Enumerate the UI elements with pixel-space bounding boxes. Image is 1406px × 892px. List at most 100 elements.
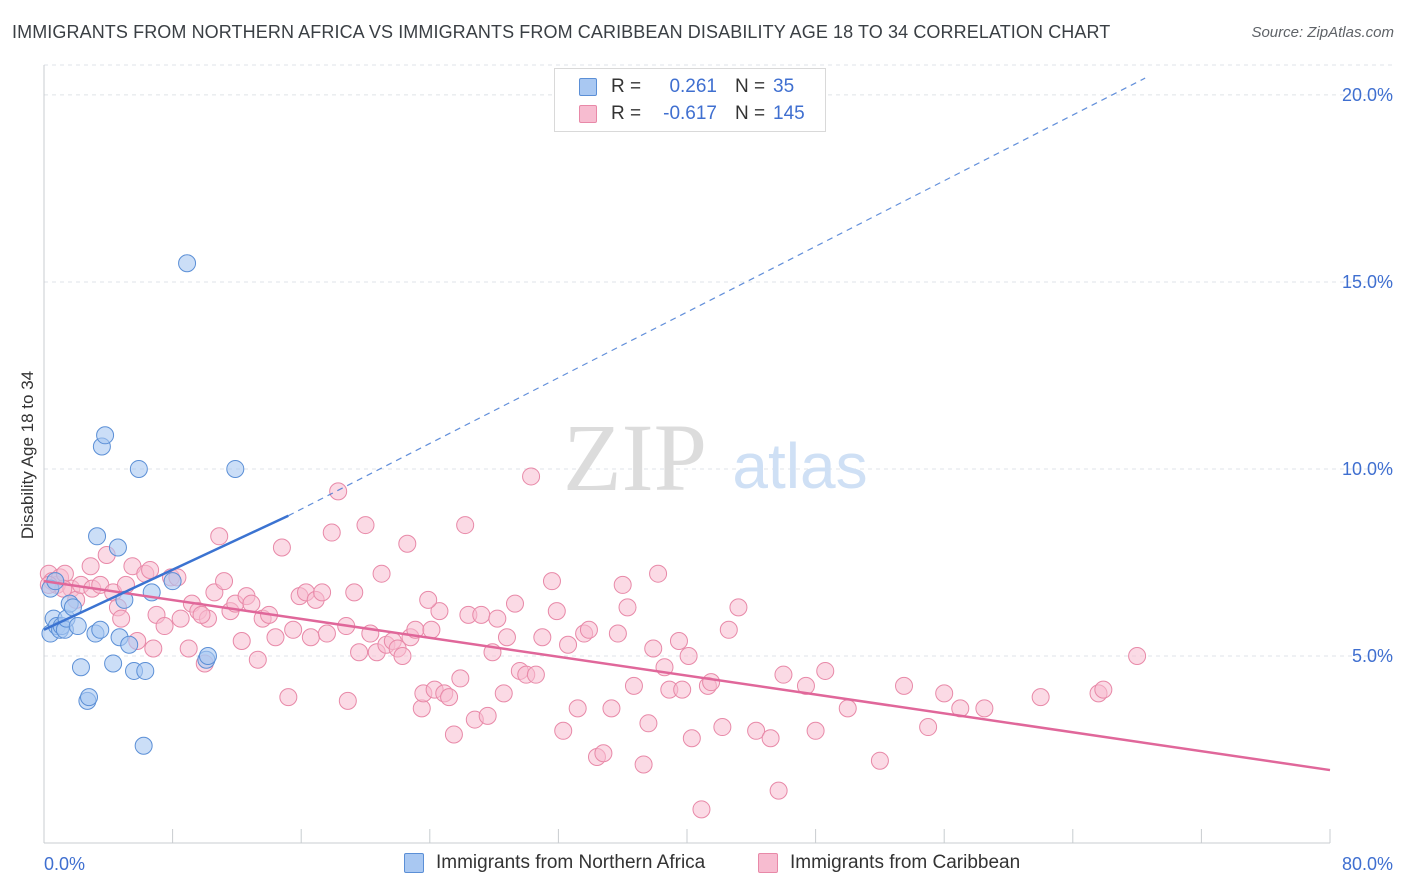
caribbean-point [215, 572, 234, 591]
caribbean-point [729, 598, 748, 617]
northern-africa-trend-extension [288, 77, 1146, 517]
caribbean-point [673, 680, 692, 699]
caribbean-point [919, 718, 938, 737]
northern-africa-point [129, 459, 148, 478]
caribbean-point [747, 721, 766, 740]
northern-africa-point [96, 426, 115, 445]
caribbean-point [372, 564, 391, 583]
caribbean-point [155, 617, 174, 636]
caribbean-point [266, 628, 285, 647]
watermark-zip: ZIP [563, 404, 707, 511]
legend-r-value: -0.617 [663, 103, 717, 124]
caribbean-point [356, 516, 375, 535]
caribbean-point [870, 751, 889, 770]
y-tick-label: 10.0% [1342, 459, 1393, 479]
blue-swatch-icon [404, 853, 424, 873]
caribbean-point [816, 661, 835, 680]
legend-n-value: 145 [773, 103, 805, 124]
northern-africa-point [88, 527, 107, 546]
caribbean-point [602, 699, 621, 718]
caribbean-point [522, 467, 541, 486]
northern-africa-point [71, 658, 90, 677]
legend-n-label: N = [735, 103, 766, 124]
caribbean-point [317, 624, 336, 643]
chart-title: IMMIGRANTS FROM NORTHERN AFRICA VS IMMIG… [12, 22, 1111, 42]
caribbean-point [398, 534, 417, 553]
caribbean-point [279, 688, 298, 707]
caribbean-point [682, 729, 701, 748]
caribbean-point [422, 620, 441, 639]
caribbean-point [669, 632, 688, 651]
caribbean-point [478, 706, 497, 725]
caribbean-point [497, 628, 516, 647]
caribbean-point [624, 676, 643, 695]
caribbean-point [440, 688, 459, 707]
caribbean-point [719, 620, 738, 639]
caribbean-point [1128, 646, 1147, 665]
pink-swatch-icon [758, 853, 778, 873]
northern-africa-point [136, 661, 155, 680]
caribbean-point [419, 590, 438, 609]
caribbean-point [248, 650, 267, 669]
caribbean-point [761, 729, 780, 748]
caribbean-point [713, 718, 732, 737]
caribbean-point [702, 673, 721, 692]
caribbean-point [1031, 688, 1050, 707]
northern-africa-point [134, 736, 153, 755]
caribbean-point [806, 721, 825, 740]
caribbean-points [39, 467, 1147, 819]
caribbean-point [451, 669, 470, 688]
caribbean-point [769, 781, 788, 800]
caribbean-point [141, 560, 160, 579]
northern-africa-point [120, 635, 139, 654]
caribbean-point [774, 665, 793, 684]
caribbean-point [444, 725, 463, 744]
caribbean-point [533, 628, 552, 647]
y-tick-label: 5.0% [1352, 646, 1393, 666]
source-label: Source: ZipAtlas.com [1251, 24, 1394, 41]
legend-n-value: 35 [773, 76, 795, 97]
caribbean-point [284, 620, 303, 639]
caribbean-point [618, 598, 637, 617]
caribbean-point [613, 575, 632, 594]
series-legend: Immigrants from Northern Africa Immigran… [0, 852, 1406, 878]
legend-r-label: R = [611, 76, 642, 97]
caribbean-point [608, 624, 627, 643]
caribbean-point [322, 523, 341, 542]
caribbean-point [232, 632, 251, 651]
northern-africa-point [198, 646, 217, 665]
caribbean-point [329, 482, 348, 501]
caribbean-point [554, 721, 573, 740]
caribbean-point [679, 646, 698, 665]
caribbean-point [935, 684, 954, 703]
northern-africa-point [80, 688, 99, 707]
legend-item-northern-africa: Immigrants from Northern Africa [404, 852, 705, 874]
northern-africa-point [226, 459, 245, 478]
y-axis-label: Disability Age 18 to 34 [18, 370, 37, 540]
caribbean-point [692, 800, 711, 819]
northern-africa-point [163, 572, 182, 591]
caribbean-point [472, 605, 491, 624]
trend-layer [43, 77, 1331, 772]
y-tick-label: 15.0% [1342, 272, 1393, 292]
caribbean-point [430, 602, 449, 621]
caribbean-point [338, 691, 357, 710]
y-tick-label: 20.0% [1342, 85, 1393, 105]
caribbean-point [542, 572, 561, 591]
watermark-atlas: atlas [732, 430, 867, 502]
caribbean-point [644, 639, 663, 658]
caribbean-point [568, 699, 587, 718]
caribbean-point [494, 684, 513, 703]
correlation-legend: R = 0.261 N = 35 R = -0.617 N = 145 [554, 68, 826, 132]
legend-item-label: Immigrants from Caribbean [790, 852, 1021, 873]
northern-africa-point [178, 254, 197, 273]
caribbean-point [412, 699, 431, 718]
caribbean-point [594, 744, 613, 763]
northern-africa-trend-line [43, 514, 289, 631]
caribbean-point [895, 676, 914, 695]
caribbean-point [796, 676, 815, 695]
caribbean-point [559, 635, 578, 654]
caribbean-point [112, 609, 131, 628]
caribbean-point [505, 594, 524, 613]
caribbean-point [350, 643, 369, 662]
